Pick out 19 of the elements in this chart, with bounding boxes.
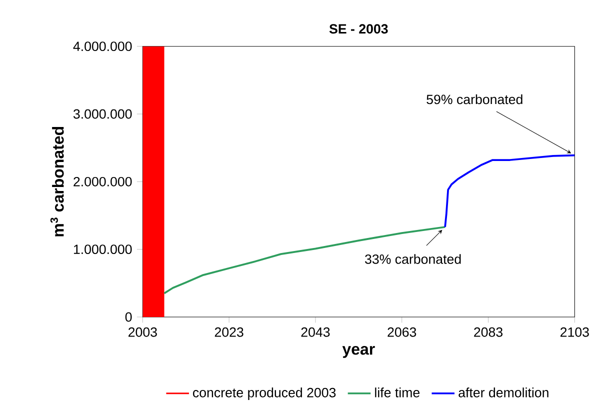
legend-label: after demolition — [458, 388, 548, 398]
y-tick-label: 1.000.000 — [74, 244, 132, 254]
chart-title: SE - 2003 — [329, 24, 388, 34]
annotation: 59% carbonated — [426, 94, 522, 104]
x-tick-label: 2043 — [301, 327, 330, 337]
y-tick-label: 4.000.000 — [73, 42, 132, 52]
annotation: 33% carbonated — [365, 254, 461, 264]
x-axis-title: year — [342, 346, 375, 358]
x-tick-label: 2023 — [214, 327, 244, 337]
y-tick-label: 3.000.000 — [73, 109, 132, 119]
y-axis-title: m$^{3}$ carbonated — [50, 126, 64, 236]
x-tick-label: 2063 — [388, 327, 416, 337]
legend-label: life time — [375, 388, 420, 398]
x-tick-label: 2003 — [128, 327, 157, 337]
x-tick-label: 2103 — [560, 327, 589, 337]
x-tick-label: 2083 — [474, 327, 503, 337]
y-tick-label: 2.000.000 — [74, 176, 132, 186]
y-tick-label: 0 — [125, 312, 132, 322]
legend-label: concrete produced 2003 — [192, 388, 336, 400]
